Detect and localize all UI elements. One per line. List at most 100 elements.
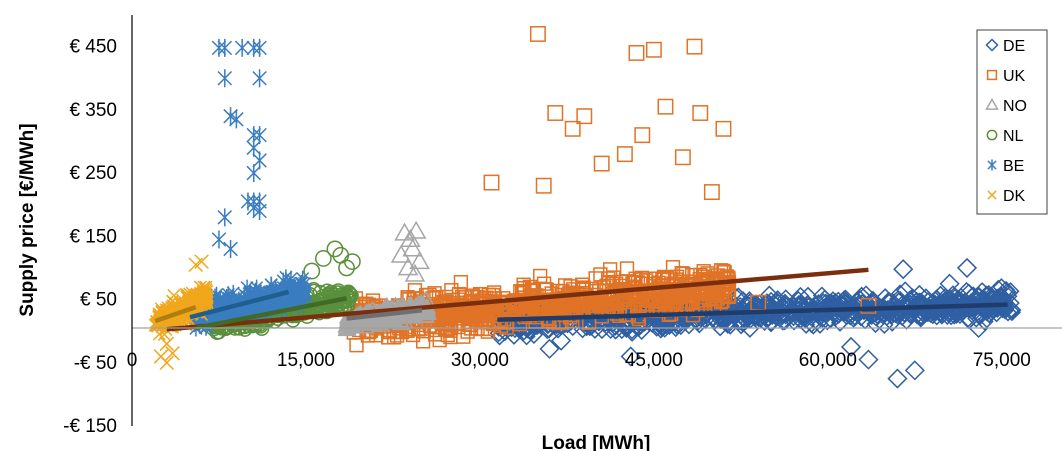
y-tick-label: -€ 50 [74, 353, 117, 374]
data-point [397, 257, 419, 276]
data-point [585, 320, 604, 339]
data-point [217, 208, 233, 227]
legend-label-uk: UK [1003, 68, 1026, 85]
data-point [223, 107, 238, 126]
x-tick-labels: 0 15,000 30,000 45,000 60,000 75,000 [127, 350, 1031, 371]
data-point [602, 262, 618, 277]
legend-label-nl: NL [1003, 128, 1024, 145]
data-point [813, 309, 832, 328]
y-tick-label: € 350 [69, 100, 117, 121]
data-point [284, 270, 298, 287]
x-tick-label: 15,000 [277, 350, 335, 371]
data-point [405, 220, 427, 239]
data-point [550, 299, 565, 314]
data-point [978, 296, 997, 315]
data-point [217, 38, 233, 57]
data-point [541, 313, 557, 328]
data-point [840, 336, 862, 358]
data-point [673, 287, 688, 302]
data-point [551, 330, 572, 351]
legend-label-no: NO [1003, 98, 1027, 115]
data-point [623, 323, 642, 342]
data-point [193, 280, 207, 294]
y-tick-label: € 150 [69, 226, 117, 247]
data-point [483, 174, 500, 191]
legend-marker-dk [987, 190, 997, 200]
data-point [968, 317, 989, 339]
data-point [911, 292, 931, 311]
legend-marker-de [985, 38, 999, 52]
legend-label-be: BE [1003, 158, 1024, 175]
data-point [950, 291, 969, 310]
data-point [486, 285, 502, 300]
data-point [314, 250, 332, 267]
data-point [987, 292, 1007, 311]
data-point [845, 307, 864, 326]
data-point [740, 291, 759, 310]
data-point [721, 270, 736, 285]
data-point [252, 69, 267, 88]
data-point [326, 240, 344, 258]
data-point [643, 314, 662, 333]
data-point [973, 293, 992, 312]
data-point [717, 277, 732, 293]
data-point [632, 296, 648, 312]
data-point [234, 38, 250, 57]
data-point [568, 300, 583, 316]
data-point [734, 308, 753, 327]
data-point [715, 309, 734, 328]
data-point [593, 155, 610, 172]
data-point [860, 297, 877, 314]
data-point [656, 293, 672, 308]
data-point [858, 349, 879, 370]
legend-marker-uk [986, 69, 998, 81]
data-point [342, 287, 359, 303]
data-point [893, 259, 914, 280]
data-point [217, 69, 233, 88]
data-point [969, 305, 988, 324]
data-point [390, 244, 412, 263]
data-point [616, 146, 633, 163]
data-point [887, 368, 908, 389]
data-point [533, 268, 548, 284]
data-point [628, 44, 645, 61]
data-point [252, 202, 267, 221]
data-point [536, 276, 552, 291]
x-tick-label: 30,000 [451, 350, 509, 371]
trendline-no [346, 308, 423, 321]
data-point [409, 251, 430, 270]
data-point [349, 338, 364, 353]
trendline-be [189, 289, 290, 320]
data-point [279, 269, 293, 286]
data-point [485, 316, 501, 332]
data-point [1002, 303, 1022, 322]
series-be [189, 38, 312, 337]
legend-marker-be [987, 159, 997, 171]
y-tick-label: € 450 [69, 37, 117, 58]
data-point [576, 108, 593, 125]
data-point [535, 177, 552, 194]
data-point [634, 127, 651, 144]
data-point [1001, 282, 1020, 301]
data-point [686, 38, 703, 55]
data-point [888, 306, 907, 325]
data-point [776, 289, 795, 308]
data-point [510, 296, 526, 311]
data-point [404, 263, 426, 282]
data-point [692, 105, 709, 121]
y-tick-label: -€ 150 [63, 416, 117, 437]
data-point [601, 271, 616, 286]
data-point [211, 230, 227, 249]
x-tick-label: 45,000 [625, 350, 683, 371]
trendline-dk [154, 304, 197, 324]
x-tick-label: 75,000 [973, 350, 1031, 371]
legend-marker-no [985, 97, 999, 110]
y-axis-title: Supply price [€/MWh] [17, 123, 38, 316]
data-point [165, 300, 179, 314]
data-point [570, 298, 586, 313]
trendline-uk [166, 267, 869, 332]
data-point [524, 325, 544, 344]
data-point [287, 281, 301, 298]
data-point [471, 306, 486, 321]
